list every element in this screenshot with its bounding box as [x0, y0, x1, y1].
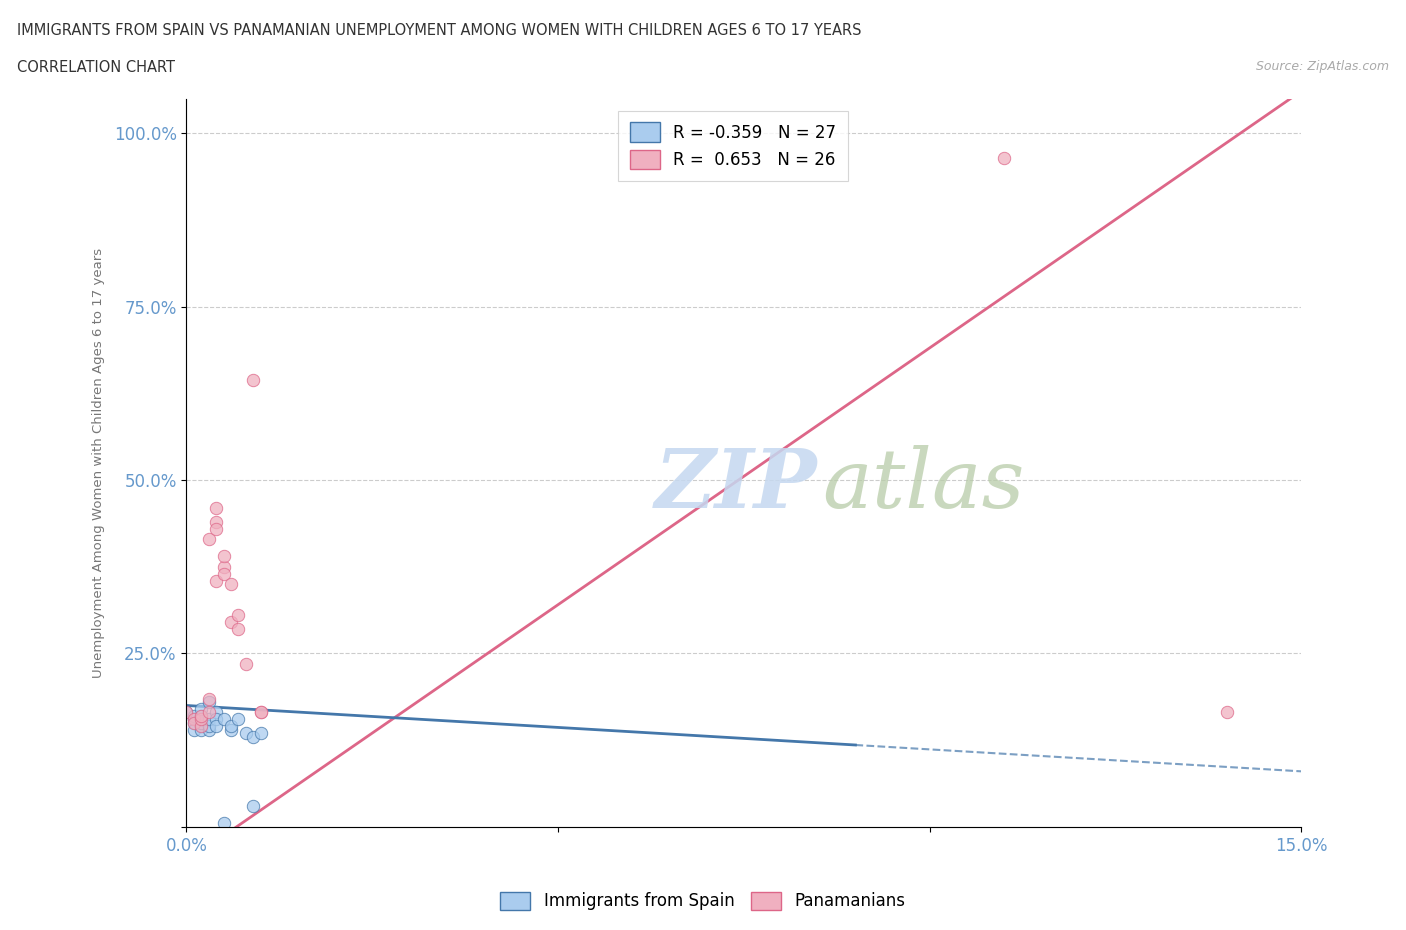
Point [197, 705, 219, 720]
Point [190, 711, 212, 726]
Point [197, 719, 219, 734]
Point [183, 715, 205, 730]
Point [219, 577, 242, 591]
Point [205, 719, 228, 734]
Point [219, 723, 242, 737]
Point [242, 729, 264, 744]
Point [219, 615, 242, 630]
Point [249, 705, 271, 720]
Point [176, 705, 198, 720]
Point [242, 372, 264, 387]
Text: Source: ZipAtlas.com: Source: ZipAtlas.com [1256, 60, 1389, 73]
Point [190, 719, 212, 734]
Point [242, 799, 264, 814]
Y-axis label: Unemployment Among Women with Children Ages 6 to 17 years: Unemployment Among Women with Children A… [93, 247, 105, 678]
Point [205, 711, 228, 726]
Point [197, 691, 219, 706]
Point [228, 608, 250, 623]
Point [212, 559, 235, 574]
Point [219, 719, 242, 734]
Point [212, 549, 235, 564]
Point [190, 701, 212, 716]
Point [190, 715, 212, 730]
Legend: R = -0.359   N = 27, R =  0.653   N = 26: R = -0.359 N = 27, R = 0.653 N = 26 [619, 111, 848, 180]
Point [205, 705, 228, 720]
Point [190, 711, 212, 726]
Point [190, 719, 212, 734]
Point [205, 573, 228, 588]
Point [197, 723, 219, 737]
Text: ZIP: ZIP [655, 445, 817, 525]
Point [183, 711, 205, 726]
Text: CORRELATION CHART: CORRELATION CHART [17, 60, 174, 75]
Legend: Immigrants from Spain, Panamanians: Immigrants from Spain, Panamanians [494, 885, 912, 917]
Point [176, 705, 198, 720]
Point [212, 711, 235, 726]
Point [183, 715, 205, 730]
Point [183, 711, 205, 726]
Point [249, 705, 271, 720]
Point [228, 622, 250, 637]
Point [205, 514, 228, 529]
Point [197, 532, 219, 547]
Point [212, 816, 235, 830]
Point [190, 723, 212, 737]
Point [249, 725, 271, 740]
Point [190, 709, 212, 724]
Point [993, 151, 1015, 166]
Point [1216, 705, 1239, 720]
Point [235, 725, 257, 740]
Point [183, 723, 205, 737]
Point [228, 711, 250, 726]
Point [190, 709, 212, 724]
Point [197, 711, 219, 726]
Point [235, 657, 257, 671]
Text: IMMIGRANTS FROM SPAIN VS PANAMANIAN UNEMPLOYMENT AMONG WOMEN WITH CHILDREN AGES : IMMIGRANTS FROM SPAIN VS PANAMANIAN UNEM… [17, 23, 862, 38]
Point [205, 500, 228, 515]
Text: atlas: atlas [823, 445, 1025, 525]
Point [197, 695, 219, 710]
Point [205, 521, 228, 536]
Point [183, 709, 205, 724]
Point [212, 566, 235, 581]
